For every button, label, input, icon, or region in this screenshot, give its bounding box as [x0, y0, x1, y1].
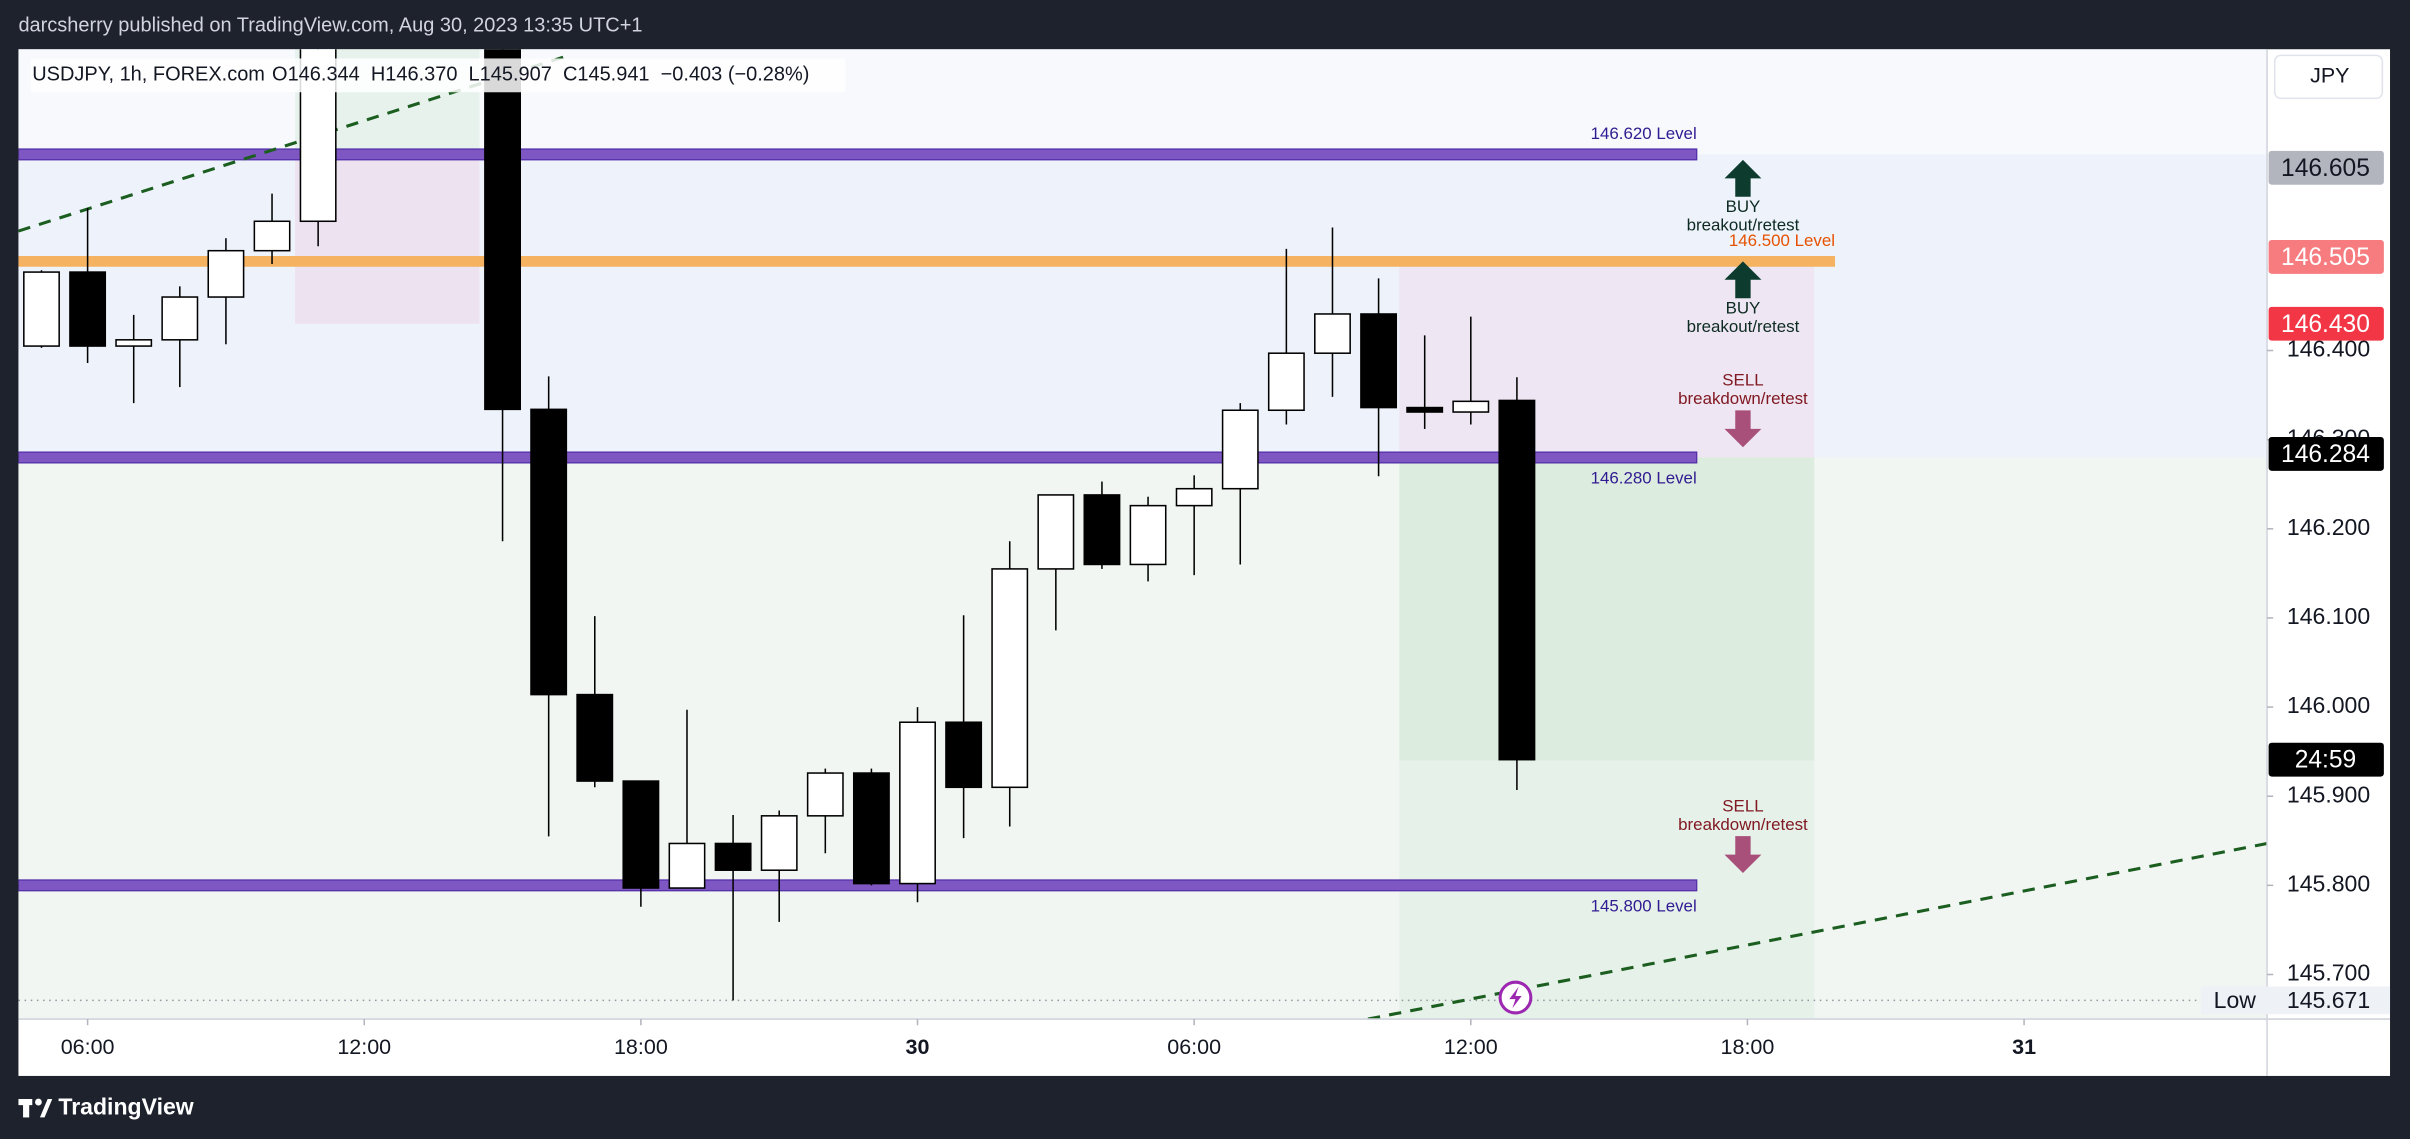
candle-body [23, 271, 60, 347]
y-tick-label: 145.800 [2287, 870, 2370, 896]
y-tick-label: 145.900 [2287, 781, 2370, 807]
price-badge-label: 146.505 [2281, 244, 2370, 271]
price-badge-label: 146.605 [2281, 155, 2370, 182]
candle-body [945, 721, 983, 789]
x-tick-label: 18:00 [614, 1035, 668, 1059]
price-badge [2268, 742, 2384, 777]
candle-body [1314, 313, 1351, 354]
candle-body [1129, 504, 1167, 566]
candle-body [622, 780, 660, 889]
annotation-subtitle: breakdown/retest [1678, 815, 1808, 834]
currency: JPY [2310, 64, 2349, 88]
candle-body [806, 772, 844, 817]
currency-box[interactable] [2273, 54, 2384, 100]
level-line [18, 451, 1698, 464]
candle-body [207, 249, 245, 298]
candle-body [714, 842, 752, 871]
candle-body [1083, 494, 1121, 566]
legend-bg [30, 58, 846, 93]
candle-body [1037, 494, 1075, 570]
y-tick-label: 145.700 [2287, 960, 2370, 986]
zone [1399, 261, 1815, 458]
level-label: 146.500 Level [1729, 231, 1835, 250]
annotation-subtitle: breakdown/retest [1678, 389, 1808, 408]
level-label: 146.280 Level [1591, 468, 1697, 487]
price-badge-label: 146.430 [2281, 311, 2370, 338]
y-tick-label: 146.100 [2287, 603, 2370, 629]
annotation-title: SELL [1722, 371, 1763, 390]
candle-body [484, 49, 522, 411]
brand: TradingView [58, 1093, 193, 1119]
candle-body [1360, 313, 1398, 409]
level-line [18, 148, 1698, 161]
candle-body [991, 568, 1029, 789]
annotation-arrow [1724, 159, 1762, 197]
candle-body [760, 815, 798, 871]
overlay: 146.620 Level 146.500 Level 146.280 Level 1… [1498, 124, 1835, 1015]
candle-body [899, 721, 936, 885]
price-badge [2268, 437, 2384, 471]
plot [18, 49, 2268, 1020]
low-badge [2200, 986, 2391, 1015]
ohlc: O146.344 H146.370 L145.907 C145.941 −0.4… [272, 64, 809, 86]
price-badge [2268, 240, 2384, 274]
low-value: 145.671 [2287, 987, 2370, 1013]
annotation-subtitle: breakout/retest [1687, 215, 1800, 234]
annotation-arrow [1724, 261, 1762, 299]
alert-bolt [1509, 986, 1522, 1009]
logo [18, 1098, 53, 1118]
x-tick-label: 06:00 [61, 1035, 115, 1059]
price-badge-label: 146.284 [2281, 441, 2370, 468]
level-label: 145.800 Level [1591, 896, 1697, 915]
band [18, 154, 2268, 458]
level-label: 146.620 Level [1591, 124, 1697, 143]
candle-body [576, 693, 614, 782]
x-tick-label: 30 [906, 1035, 930, 1059]
candle-body [1267, 352, 1305, 412]
x-tick-label: 12:00 [337, 1035, 391, 1059]
candle-body [530, 408, 568, 696]
annotation-arrow [1724, 836, 1762, 874]
candle-body [161, 296, 199, 341]
candle-body [1498, 399, 1536, 761]
annotation-subtitle: breakout/retest [1687, 317, 1800, 336]
publisher: darcsherry published on TradingView.com,… [18, 14, 642, 36]
price-badge [2268, 150, 2384, 185]
candle-body [1175, 487, 1213, 507]
annotation-title: BUY [1726, 298, 1761, 317]
symbol: USDJPY, 1h, FOREX.com [32, 64, 265, 86]
annotation-title: BUY [1726, 197, 1761, 216]
price-badge-label: 24:59 [2295, 747, 2357, 774]
candle-body [253, 220, 291, 252]
candle-body [668, 842, 706, 889]
low-label: Low [2214, 987, 2257, 1013]
candle-body [1406, 406, 1444, 413]
candle-body [1452, 400, 1490, 413]
x-tick-label: 18:00 [1721, 1035, 1775, 1059]
x-tick-label: 12:00 [1444, 1035, 1498, 1059]
candle-body [1221, 409, 1259, 490]
level-line [18, 256, 1836, 267]
candle-body [69, 271, 107, 347]
x-tick-label: 06:00 [1167, 1035, 1221, 1059]
candle-body [852, 772, 890, 885]
y-tick-label: 146.200 [2287, 514, 2370, 540]
candle-body [115, 339, 153, 347]
y-tick-label: 146.000 [2287, 692, 2370, 718]
zone [1399, 457, 1815, 761]
x-tick-label: 31 [2012, 1035, 2036, 1059]
annotation-title: SELL [1722, 796, 1763, 815]
price-badge [2268, 306, 2384, 341]
